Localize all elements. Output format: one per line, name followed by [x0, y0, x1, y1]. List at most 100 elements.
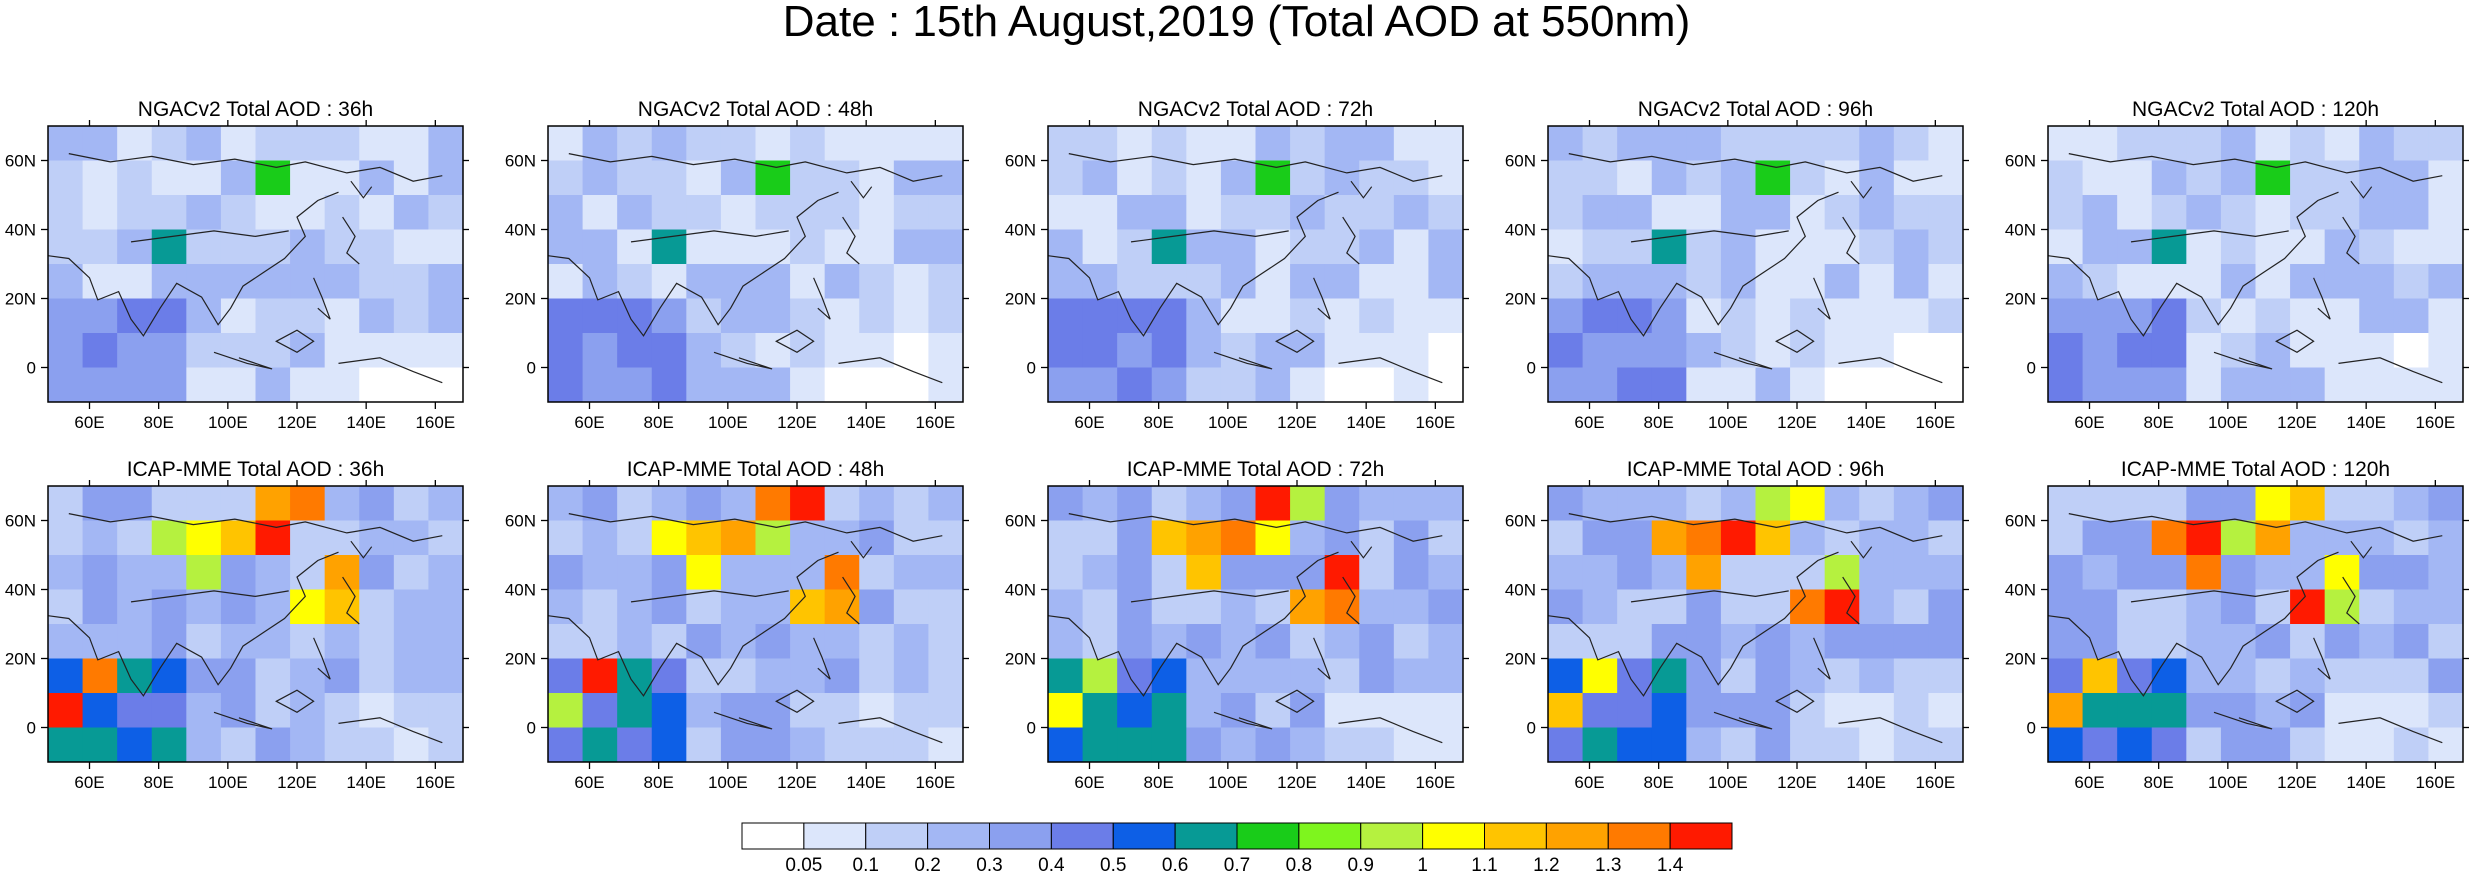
aod-cell — [1082, 658, 1118, 694]
aod-cell — [893, 367, 929, 403]
aod-cell — [1755, 195, 1791, 230]
lat-tick-label: 20N — [1505, 650, 1536, 669]
aod-cell — [290, 727, 326, 763]
aod-cell — [1117, 486, 1153, 521]
coastline — [1842, 216, 1860, 265]
map-panel: NGACv2 Total AOD : 96h 60E 80E 100E 120E 140E… — [1505, 98, 1969, 432]
aod-cell — [582, 160, 618, 196]
aod-cell — [928, 298, 964, 334]
aod-cell — [1324, 126, 1360, 161]
aod-cell — [2186, 658, 2222, 694]
panel-frame — [1547, 125, 1964, 403]
aod-cell — [1359, 333, 1395, 368]
aod-cell — [2048, 693, 2084, 728]
aod-cell — [893, 727, 929, 763]
aod-cell — [1859, 486, 1895, 521]
aod-cell — [2151, 298, 2187, 334]
aod-cell — [2151, 126, 2187, 161]
colorbar-label: 1.2 — [1533, 855, 1559, 874]
aod-cell — [1255, 264, 1291, 299]
aod-cell — [1255, 298, 1291, 334]
colorbar: 0.05 0.1 0.2 0.3 0.4 0.5 0.6 0.7 0.8 0.9 1 1.1 1.2 1.… — [741, 822, 1733, 874]
aod-cell — [2186, 555, 2222, 590]
lon-tick-label: 160E — [2415, 773, 2455, 792]
aod-cell — [1651, 126, 1687, 161]
coastline — [1130, 590, 1289, 603]
aod-cell — [928, 555, 964, 590]
aod-cell — [2359, 126, 2395, 161]
colorbar-swatch — [741, 822, 805, 850]
lon-tick-label: 100E — [708, 773, 748, 792]
aod-cell — [1824, 624, 1860, 659]
lon-tick-label: 80E — [1644, 773, 1674, 792]
aod-cell — [617, 298, 653, 334]
aod-cell — [2324, 264, 2360, 299]
aod-cell — [548, 264, 584, 299]
coastline — [1568, 513, 1943, 542]
aod-cell — [824, 333, 860, 368]
coastline — [1338, 717, 1443, 744]
lon-tick-label: 140E — [1346, 773, 1386, 792]
aod-cell — [255, 658, 291, 694]
aod-cell — [1290, 520, 1326, 556]
aod-cell — [2393, 693, 2429, 728]
aod-cell — [82, 589, 118, 625]
aod-cell — [428, 367, 464, 403]
aod-cell — [2186, 298, 2222, 334]
aod-cell — [48, 264, 84, 299]
aod-cell — [1220, 727, 1256, 763]
aod-cell — [1393, 264, 1429, 299]
aod-cell — [324, 160, 360, 196]
aod-cell — [151, 658, 187, 694]
aod-cell — [359, 693, 395, 728]
aod-cell — [1048, 624, 1084, 659]
aod-cell — [548, 160, 584, 196]
aod-cell — [1651, 486, 1687, 521]
aod-cell — [1151, 693, 1187, 728]
aod-cell — [2186, 333, 2222, 368]
lat-tick-label: 40N — [505, 221, 536, 240]
aod-cell — [1686, 589, 1722, 625]
aod-cell — [1393, 727, 1429, 763]
aod-cell — [1720, 160, 1756, 196]
lon-tick-label: 60E — [2074, 413, 2104, 432]
aod-cell — [1686, 333, 1722, 368]
aod-cell — [2428, 727, 2464, 763]
aod-cell — [2220, 727, 2256, 763]
aod-cell — [755, 727, 791, 763]
colorbar-label: 1.3 — [1595, 855, 1621, 874]
aod-cell — [1893, 555, 1929, 590]
aod-cell — [686, 727, 722, 763]
aod-cell — [1548, 658, 1584, 694]
aod-cell — [2359, 195, 2395, 230]
aod-cell — [824, 264, 860, 299]
aod-cell — [2082, 624, 2118, 659]
aod-cell — [1720, 367, 1756, 403]
coastline — [568, 513, 943, 542]
aod-cell — [1582, 520, 1618, 556]
aod-cell — [893, 589, 929, 625]
aod-cell — [428, 195, 464, 230]
aod-cell — [686, 160, 722, 196]
aod-cell — [2255, 658, 2291, 694]
aod-cell — [1290, 298, 1326, 334]
aod-cell — [1255, 624, 1291, 659]
aod-cell — [1720, 693, 1756, 728]
aod-cell — [1117, 333, 1153, 368]
aod-cell — [2048, 298, 2084, 334]
aod-cell — [617, 555, 653, 590]
aod-cell — [255, 486, 291, 521]
aod-cell — [617, 727, 653, 763]
aod-cell — [359, 264, 395, 299]
coastline — [1068, 153, 1443, 182]
aod-cell — [755, 589, 791, 625]
lon-tick-label: 160E — [915, 413, 955, 432]
aod-cell — [859, 333, 895, 368]
coastline — [1842, 576, 1860, 625]
aod-cell — [1824, 333, 1860, 368]
aod-cell — [617, 195, 653, 230]
aod-cell — [186, 589, 222, 625]
aod-cell — [2082, 160, 2118, 196]
aod-cell — [1893, 624, 1929, 659]
coastline — [775, 329, 815, 353]
